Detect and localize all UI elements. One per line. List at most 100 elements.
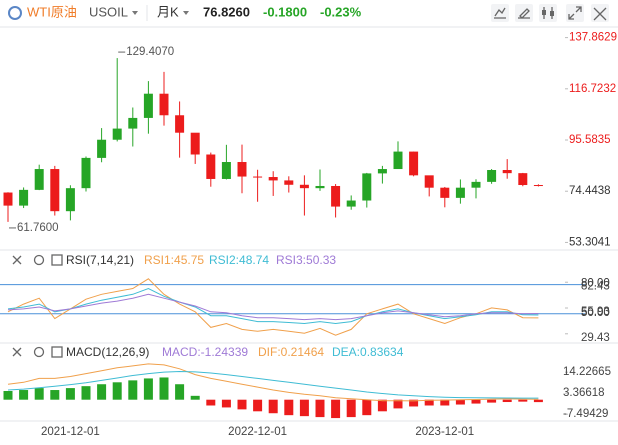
candle-body — [346, 200, 356, 207]
candle-body — [81, 157, 91, 189]
reference-label: 80.00 — [581, 278, 610, 290]
settings-icon[interactable] — [33, 254, 45, 266]
macd-bar — [190, 395, 200, 400]
candle-body — [34, 169, 44, 190]
y-tick-label: 95.5835 — [569, 134, 611, 146]
candle-body — [315, 185, 325, 189]
close-icon[interactable] — [12, 255, 22, 265]
toolbar-button[interactable] — [566, 4, 584, 22]
toolbar — [491, 4, 609, 22]
macd-bar — [143, 378, 153, 400]
indicator-line — [7, 293, 539, 321]
close-icon[interactable] — [12, 347, 22, 357]
candle-body — [471, 181, 481, 188]
y-tick-label: 82.43 — [581, 280, 610, 292]
macd-bar — [19, 390, 29, 400]
indicator-line — [7, 278, 539, 336]
macd-bar — [175, 384, 185, 400]
annotation-label: 129.4070 — [126, 46, 174, 58]
macd-bar — [268, 399, 278, 414]
macd-bar — [487, 399, 497, 403]
macd-bar — [3, 391, 13, 400]
macd-bar — [471, 399, 481, 404]
toolbar-button[interactable] — [515, 4, 533, 22]
macd-bar — [50, 390, 60, 400]
macd-bar — [346, 399, 356, 418]
macd-bar — [221, 399, 231, 408]
x-tick-label: 2023-12-01 — [415, 426, 474, 438]
macd-bar — [206, 399, 216, 406]
macd-bar — [284, 399, 294, 416]
symbol-code[interactable]: USOIL — [89, 4, 128, 19]
toolbar-button[interactable] — [539, 4, 557, 22]
toolbar-button[interactable] — [591, 4, 609, 22]
candle-body — [190, 132, 200, 155]
legend-entry: DEA:0.83634 — [332, 345, 404, 359]
indicator-line — [7, 363, 539, 402]
macd-bar — [362, 399, 372, 416]
settings-icon[interactable] — [33, 346, 45, 358]
candle-body — [128, 117, 138, 129]
y-tick-label: 53.3041 — [569, 236, 611, 248]
y-tick-label: 137.8629 — [569, 32, 617, 44]
toggle-icon[interactable] — [51, 254, 63, 266]
candle-body — [268, 177, 278, 181]
annotation-label: 61.7600 — [17, 222, 59, 234]
legend-value: 45.75 — [174, 253, 204, 267]
dropdown-arrow[interactable] — [132, 11, 138, 15]
legend-name: RSI1: — [144, 253, 174, 267]
indicator-line — [7, 287, 539, 325]
legend-entry: MACD:-1.24339 — [162, 345, 248, 359]
macd-bar — [34, 388, 44, 400]
candle-body — [221, 162, 231, 179]
legend-name: RSI3: — [276, 253, 306, 267]
y-tick-label: 116.7232 — [569, 83, 616, 95]
candle-body — [143, 93, 153, 118]
candle-body — [253, 176, 263, 178]
dropdown-arrow[interactable] — [183, 11, 189, 15]
toggle-icon[interactable] — [51, 346, 63, 358]
macd-bar — [299, 399, 309, 417]
legend-value: 0.83634 — [360, 345, 404, 359]
candle-body — [237, 162, 247, 177]
last-price: 76.8260 — [203, 4, 250, 19]
candle-body — [409, 151, 419, 176]
macd-header: MACD(12,26,9) — [12, 345, 149, 359]
y-tick-label: 55.93 — [581, 306, 610, 318]
candle-body — [206, 154, 216, 179]
candle-body — [3, 192, 13, 206]
toolbar-button[interactable] — [491, 4, 509, 22]
legend-value: 0.21464 — [281, 345, 325, 359]
macd-bar — [81, 386, 91, 400]
x-tick-label: 2021-12-01 — [41, 426, 100, 438]
symbol-name[interactable]: WTI原油 — [27, 4, 77, 19]
legend-entry: RSI2:48.74 — [209, 253, 269, 267]
legend-value: 50.33 — [306, 253, 336, 267]
x-tick-label: 2022-12-01 — [228, 426, 287, 438]
candle-body — [19, 189, 29, 206]
macd-bar — [331, 399, 341, 419]
macd-bar — [502, 399, 512, 403]
candle-body — [175, 115, 185, 133]
period[interactable]: 月K — [157, 4, 179, 19]
macd-bar — [518, 399, 528, 402]
candle-body — [518, 173, 528, 186]
candle-body — [533, 185, 543, 187]
candle-body — [65, 188, 75, 212]
legend-value: 48.74 — [239, 253, 269, 267]
price-change-pct: -0.23% — [320, 4, 362, 19]
candle-body — [299, 184, 309, 189]
y-tick-label: -7.49429 — [563, 408, 608, 420]
legend-value: -1.24339 — [201, 345, 249, 359]
legend-name: DEA: — [332, 345, 360, 359]
indicator-title: RSI(7,14,21) — [66, 253, 134, 267]
rsi-header: RSI(7,14,21) — [12, 253, 134, 267]
symbol-icon — [8, 6, 22, 20]
candle-body — [393, 151, 403, 170]
macd-bar — [393, 399, 403, 409]
legend-name: DIF: — [258, 345, 281, 359]
reference-label: 50.00 — [581, 307, 610, 319]
indicator-line — [7, 370, 539, 399]
candle-body — [502, 170, 512, 174]
